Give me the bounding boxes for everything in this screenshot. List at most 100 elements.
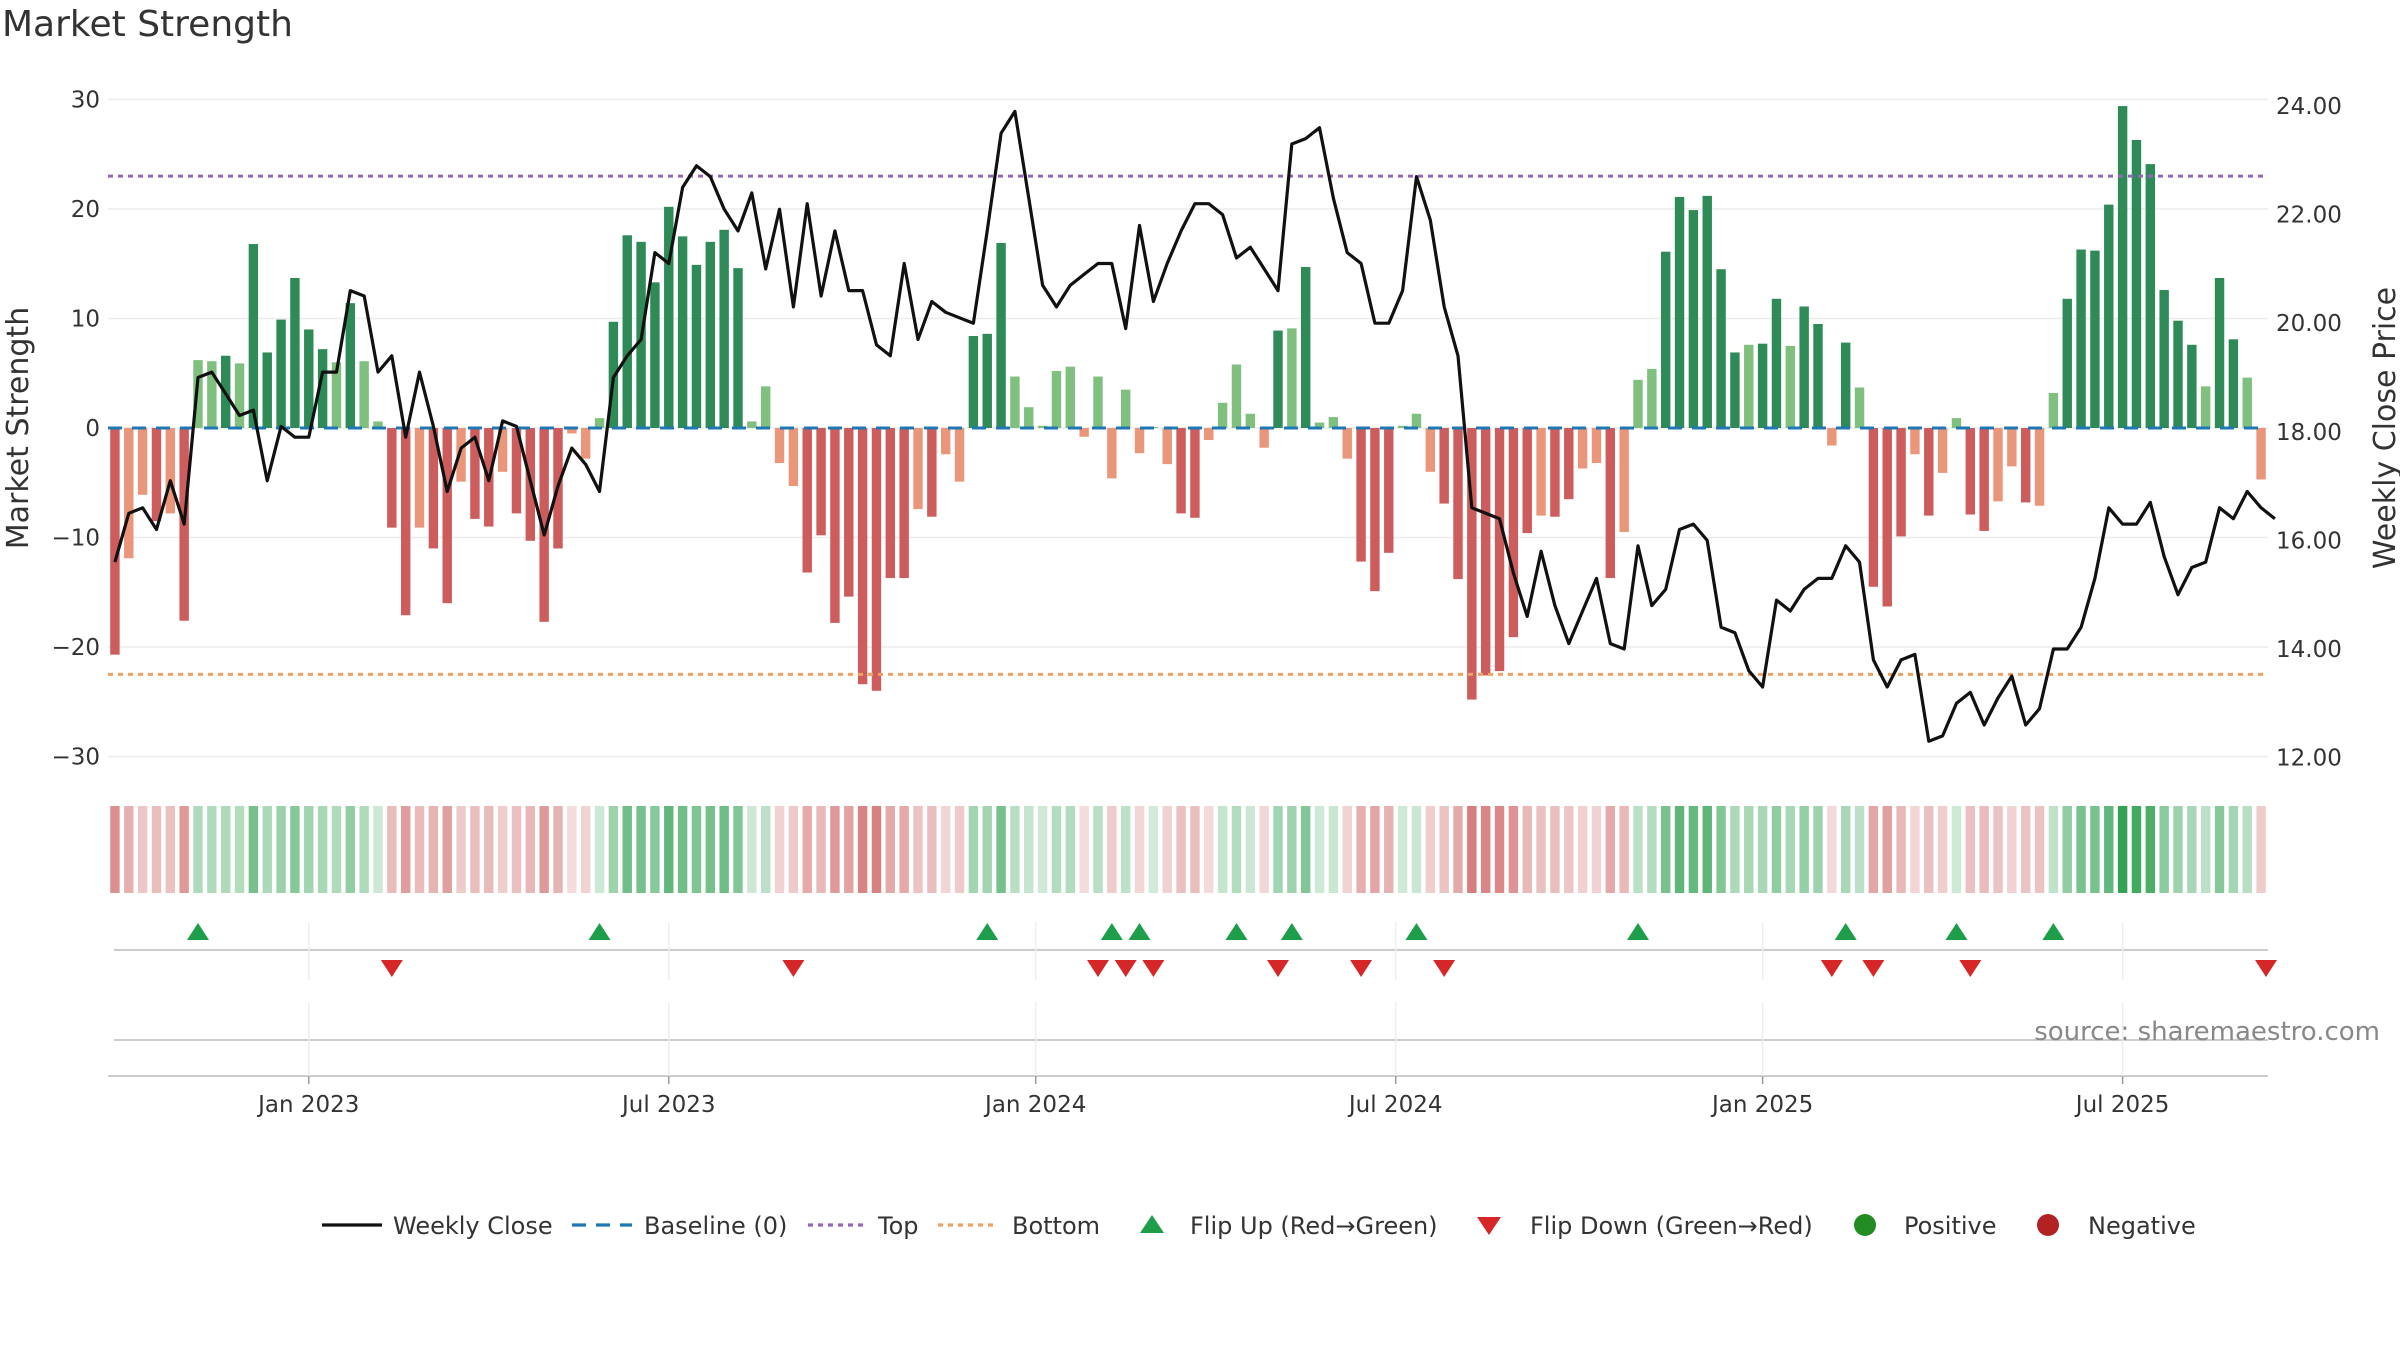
x-tick-label: Jul 2024: [1347, 1092, 1443, 1118]
heat-strip-cell: [996, 806, 1006, 893]
strength-bar: [331, 362, 342, 428]
heat-strip-cell: [511, 806, 522, 893]
heat-strip-cell: [317, 806, 328, 893]
heat-strip-cell: [1453, 806, 1463, 893]
heat-strip-cell: [1993, 806, 2003, 893]
heat-strip-cell: [1550, 806, 1560, 893]
y-left-tick-label: 20: [71, 197, 100, 223]
strength-bar: [317, 349, 328, 428]
strength-bar: [691, 264, 702, 428]
strength-bar: [1342, 428, 1352, 459]
strength-bar: [539, 428, 549, 622]
y-right-tick-label: 18.00: [2276, 420, 2342, 446]
strength-bar: [650, 282, 660, 428]
strength-bar: [802, 428, 812, 573]
strength-bar: [1550, 428, 1560, 517]
strength-bar: [2076, 249, 2086, 428]
heat-strip-cell: [2145, 806, 2156, 893]
heat-strip-cell: [719, 806, 729, 893]
strength-bar: [1162, 428, 1172, 465]
y-left-tick-label: −20: [51, 635, 100, 661]
heat-strip-cell: [622, 806, 632, 893]
strength-bar: [1674, 196, 1685, 428]
strength-bar: [2214, 277, 2225, 428]
heat-strip-cell: [1591, 806, 1602, 893]
strength-bar: [1134, 428, 1145, 454]
heat-strip-cell: [1439, 806, 1449, 893]
strength-bar: [165, 428, 176, 514]
strength-bar: [1605, 428, 1616, 579]
strength-bar: [816, 428, 826, 536]
y-right-axis-title: Weekly Close Price: [2368, 287, 2400, 569]
strength-bar: [1854, 387, 1865, 428]
strength-bar: [1453, 428, 1463, 580]
heat-strip-cell: [2200, 806, 2211, 893]
strength-bar: [1771, 298, 1782, 428]
heat-strip-cell: [1827, 806, 1837, 893]
heat-strip-cell: [2214, 806, 2225, 893]
flip-down-marker: [1862, 960, 1885, 977]
strength-bar: [2228, 339, 2239, 428]
heat-strip-cell: [442, 806, 452, 893]
flip-down-marker: [1820, 960, 1843, 977]
heat-strip-cell: [400, 806, 411, 893]
heat-strip-cell: [428, 806, 439, 893]
y-left-tick-label: −30: [51, 745, 100, 771]
strength-bar: [1217, 402, 1228, 428]
strength-bar: [1079, 428, 1089, 437]
strength-bar: [2256, 428, 2266, 480]
legend-negative-label: Negative: [2088, 1212, 2196, 1240]
strength-bar: [124, 428, 134, 559]
legend-flip-up-swatch: [1140, 1215, 1164, 1233]
heat-strip-cell: [2020, 806, 2031, 893]
heat-strip-cell: [816, 806, 826, 893]
legend-bottom-label: Bottom: [1012, 1212, 1100, 1240]
strength-bar: [885, 428, 896, 579]
heat-strip-cell: [788, 806, 799, 893]
heat-strip-cell: [982, 806, 992, 893]
heat-strip-cell: [262, 806, 272, 893]
strength-bar: [1439, 428, 1449, 504]
strength-bar: [857, 428, 868, 685]
strength-bar: [1107, 428, 1117, 479]
heat-strip-cell: [1965, 806, 1976, 893]
legend-negative-swatch: [2037, 1214, 2059, 1236]
flip-down-marker: [1087, 960, 1109, 977]
strength-bar: [733, 268, 743, 428]
x-tick-label: Jul 2023: [620, 1092, 716, 1118]
strength-bar: [677, 236, 688, 428]
strength-bar: [1564, 428, 1574, 500]
legend-positive-label: Positive: [1904, 1212, 1997, 1240]
heat-strip-cell: [1605, 806, 1616, 893]
strength-bar: [664, 206, 674, 428]
legend-baseline-label: Baseline (0): [644, 1212, 787, 1240]
strength-bar: [1827, 428, 1837, 446]
heat-strip-cell: [193, 806, 203, 893]
strength-bar: [1757, 343, 1768, 428]
strength-bar: [927, 428, 937, 517]
heat-strip-cell: [2131, 806, 2142, 893]
heat-strip-cell: [1840, 806, 1851, 893]
y-right-tick-label: 14.00: [2276, 637, 2342, 663]
heat-strip-cell: [2048, 806, 2059, 893]
heat-strip-cell: [110, 806, 120, 893]
strength-bar: [1910, 428, 1920, 455]
strength-bar: [899, 428, 909, 579]
flip-up-marker: [187, 923, 209, 940]
strength-bar: [1120, 389, 1131, 428]
strength-bar: [2242, 377, 2252, 428]
legend-top-label: Top: [877, 1212, 919, 1240]
strength-bar: [428, 428, 439, 549]
heat-strip-cell: [747, 806, 757, 893]
strength-bar: [1328, 417, 1339, 428]
strength-bar: [1480, 428, 1491, 676]
flip-up-marker: [1225, 923, 1248, 940]
heat-strip-cell: [830, 806, 840, 893]
heat-strip-cell: [1688, 806, 1699, 893]
strength-bar: [497, 428, 508, 472]
heat-strip-cell: [1979, 806, 1989, 893]
strength-bar: [1467, 428, 1477, 700]
strength-bar: [387, 428, 397, 528]
strength-bar: [1300, 267, 1311, 428]
